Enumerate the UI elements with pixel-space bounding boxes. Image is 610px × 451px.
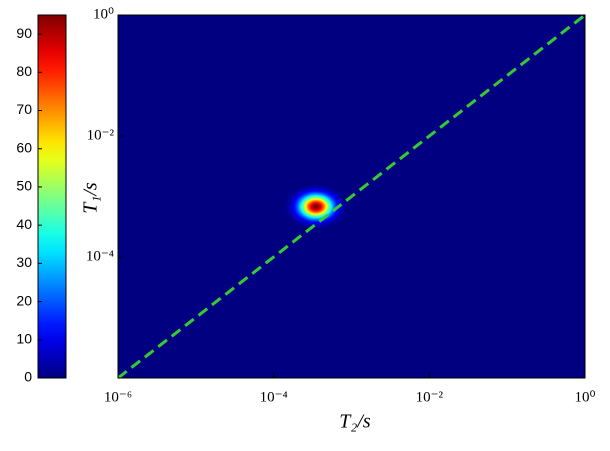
x-axis-label: T₂/s <box>339 411 371 433</box>
y-tick-label: 10⁻⁴ <box>86 248 114 264</box>
y-axis-label: T₁/s <box>80 182 102 214</box>
colorbar-tick-label: 0 <box>24 369 32 385</box>
colorbar-tick-label: 20 <box>16 292 32 308</box>
colorbar-tick-label: 40 <box>16 216 32 232</box>
colorbar-tick-label: 60 <box>16 139 32 155</box>
colorbar-tick-label: 70 <box>16 101 32 117</box>
peak-center <box>314 204 319 209</box>
y-tick-label: 10⁻² <box>87 127 115 143</box>
y-tick-label: 10⁰ <box>93 6 114 22</box>
colorbar-tick-label: 30 <box>16 254 32 270</box>
x-tick-label: 10⁻² <box>416 389 444 405</box>
x-tick-label: 10⁻⁴ <box>260 389 288 405</box>
colorbar-tick-label: 50 <box>16 178 32 194</box>
x-tick-label: 10⁰ <box>574 389 595 405</box>
plot-frame <box>117 14 586 379</box>
colorbar-tick-label: 10 <box>16 330 32 346</box>
colorbar <box>37 14 67 379</box>
x-tick-label: 10⁻⁶ <box>104 389 132 405</box>
diagonal-line <box>117 13 586 380</box>
colorbar-tick-label: 80 <box>16 63 32 79</box>
colorbar-tick-label: 90 <box>16 25 32 41</box>
